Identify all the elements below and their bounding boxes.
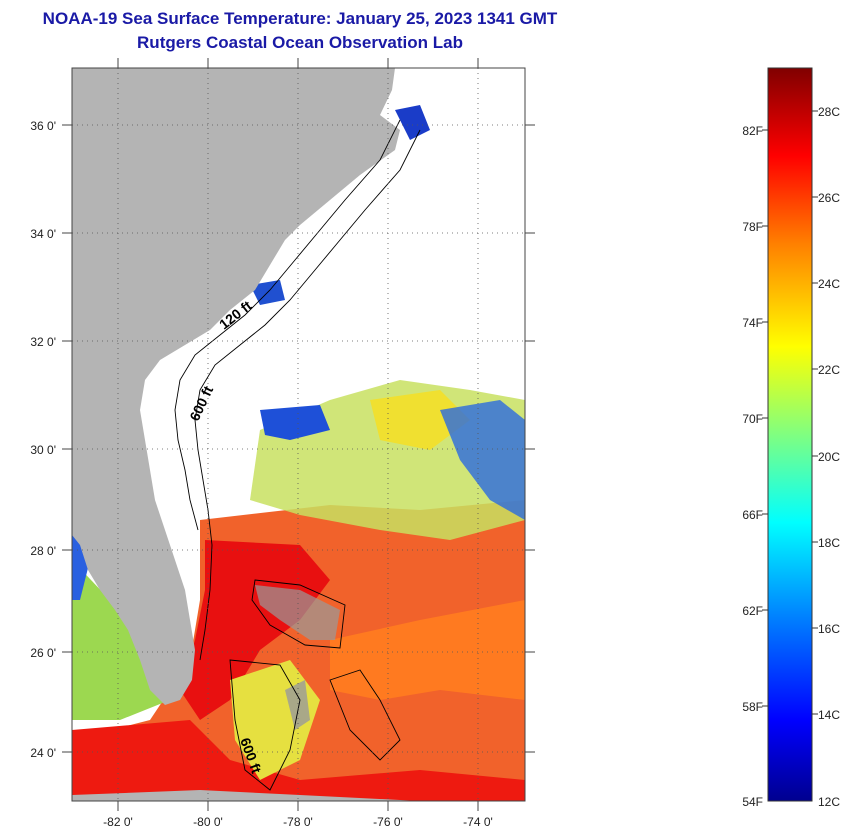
colorbar-label-f: 78F [742,220,763,234]
colorbar-label-f: 66F [742,508,763,522]
colorbar-label-c: 24C [818,277,840,291]
colorbar-label-c: 18C [818,536,840,550]
colorbar-label-f: 82F [742,124,763,138]
colorbar-label-c: 28C [818,105,840,119]
lon-label: -82 0' [103,815,133,829]
land-bahamas [255,585,340,640]
colorbar-ticks [762,110,818,715]
colorbar-label-f: 54F [742,795,763,809]
lat-label: 26 0' [30,646,56,660]
land-andros [285,680,310,730]
colorbar-label-f: 62F [742,604,763,618]
colorbar-label-c: 16C [818,622,840,636]
colorbar-label-f: 74F [742,316,763,330]
lon-label: -74 0' [463,815,493,829]
lat-label: 28 0' [30,544,56,558]
lon-label: -78 0' [283,815,313,829]
lat-label: 30 0' [30,443,56,457]
colorbar-label-f: 70F [742,412,763,426]
contour-bahamas [229,579,401,791]
colorbar-label-c: 14C [818,708,840,722]
map-area: 120 ft 600 ft 600 ft [72,68,525,801]
sst-orange-east [330,600,525,700]
lat-label: 36 0' [30,119,56,133]
land-us-southeast [72,68,400,705]
contour-600ft [194,129,421,661]
colorbar-celsius-labels: 28C 26C 24C 22C 20C 18C 16C 14C 12C [818,105,840,809]
lat-label: 24 0' [30,746,56,760]
colorbar-label-f: 58F [742,700,763,714]
latitude-labels: 36 0' 34 0' 32 0' 30 0' 28 0' 26 0' 24 0… [30,119,56,760]
colorbar-label-c: 26C [818,191,840,205]
colorbar-label-c: 20C [818,450,840,464]
contour-120ft [174,119,401,531]
lon-label: -80 0' [193,815,223,829]
land-cuba [72,790,420,801]
sst-gulf-shelf [72,560,170,720]
map-title: NOAA-19 Sea Surface Temperature: January… [42,9,558,28]
colorbar-fahrenheit-labels: 82F 78F 74F 70F 66F 62F 58F 54F [742,124,763,809]
colorbar-label-c: 22C [818,363,840,377]
lat-label: 32 0' [30,335,56,349]
sst-red-south [72,720,525,801]
lat-label: 34 0' [30,227,56,241]
sst-blue-north [395,105,430,140]
colorbar-label-c: 12C [818,795,840,809]
sst-blue-patch-east [440,400,525,520]
graticule [72,68,525,801]
sst-yellow-patch [370,390,470,450]
lon-label: -76 0' [373,815,403,829]
map-subtitle: Rutgers Coastal Ocean Observation Lab [137,33,463,52]
colorbar [767,67,813,802]
longitude-labels: -82 0' -80 0' -78 0' -76 0' -74 0' [103,815,493,829]
sst-blue-patch-west [260,405,330,440]
sst-red-core [180,540,330,720]
map-ticks [62,58,535,811]
